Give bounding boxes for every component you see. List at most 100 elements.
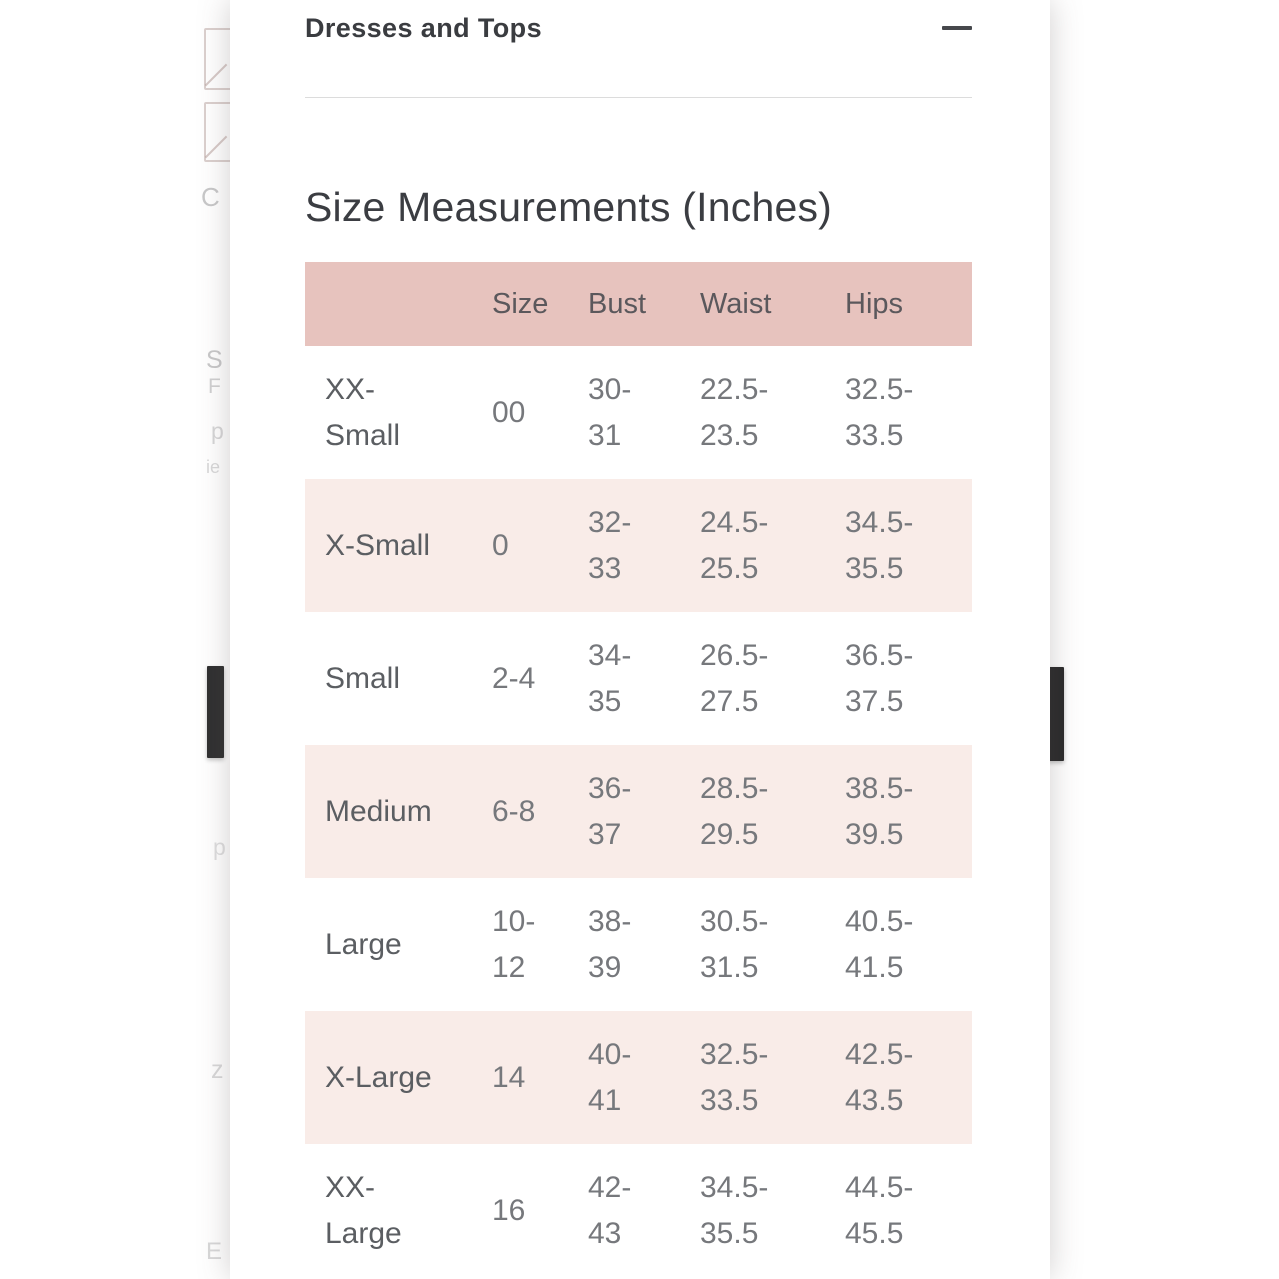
divider: [305, 97, 972, 98]
cell-value: 38- 39: [588, 904, 632, 984]
ghost-text-fragment: F: [208, 375, 221, 398]
cell-size: 10- 12: [477, 899, 573, 991]
table-row: Medium 6-8 36- 37 28.5- 29.5 38.5- 39.5: [305, 745, 972, 878]
cell-value: 32.5- 33.5: [845, 372, 914, 452]
cell-value: 6-8: [492, 795, 536, 829]
cell-bust: 36- 37: [573, 766, 685, 858]
cell-value: 16: [492, 1194, 526, 1228]
cell-name: X-Small: [305, 522, 477, 569]
cell-bust: 40- 41: [573, 1032, 685, 1124]
ghost-text-fragment: E: [206, 1238, 223, 1265]
cell-name: Small: [305, 655, 477, 702]
cell-value: XX- Large: [325, 1170, 402, 1250]
cell-value: 30.5- 31.5: [700, 904, 769, 984]
cell-waist: 26.5- 27.5: [685, 633, 830, 725]
cell-bust: 38- 39: [573, 899, 685, 991]
cell-value: 10- 12: [492, 904, 536, 984]
cell-value: 2-4: [492, 662, 536, 696]
cell-size: 6-8: [477, 788, 573, 835]
cell-value: 14: [492, 1061, 526, 1095]
background-dark-bar-right: [1047, 667, 1064, 761]
ghost-text-fragment: p: [211, 418, 224, 444]
cell-hips: 36.5- 37.5: [830, 633, 972, 725]
cell-name: XX- Large: [305, 1165, 477, 1257]
table-row: X-Large 14 40- 41 32.5- 33.5 42.5- 43.5: [305, 1011, 972, 1144]
cell-value: 36.5- 37.5: [845, 638, 914, 718]
header-label: Size: [492, 287, 549, 320]
header-label: Bust: [588, 287, 647, 320]
cell-value: 30- 31: [588, 372, 632, 452]
cell-value: 36- 37: [588, 771, 632, 851]
cell-hips: 32.5- 33.5: [830, 367, 972, 459]
size-table-body: XX- Small 00 30- 31 22.5- 23.5 32.5- 33.5 X-S…: [305, 346, 972, 1277]
cell-bust: 32- 33: [573, 500, 685, 592]
cell-value: 28.5- 29.5: [700, 771, 769, 851]
cell-value: 34.5- 35.5: [700, 1170, 769, 1250]
table-row: Small 2-4 34- 35 26.5- 27.5 36.5- 37.5: [305, 612, 972, 745]
cell-value: Small: [325, 662, 401, 696]
size-guide-modal: Dresses and Tops Size Measurements (Inch…: [230, 0, 1050, 1279]
cell-hips: 44.5- 45.5: [830, 1165, 972, 1257]
minus-icon: [942, 26, 972, 30]
cell-value: X-Large: [325, 1061, 432, 1095]
cell-value: XX- Small: [325, 372, 401, 452]
cell-waist: 32.5- 33.5: [685, 1032, 830, 1124]
accordion-title: Dresses and Tops: [305, 12, 542, 43]
table-row: X-Small 0 32- 33 24.5- 25.5 34.5- 35.5: [305, 479, 972, 612]
cell-hips: 38.5- 39.5: [830, 766, 972, 858]
cell-hips: 42.5- 43.5: [830, 1032, 972, 1124]
cell-waist: 30.5- 31.5: [685, 899, 830, 991]
ghost-text-fragment: z: [211, 1056, 224, 1084]
background-dark-bar-left: [207, 666, 224, 758]
header-label: Waist: [700, 287, 772, 320]
cell-value: 42.5- 43.5: [845, 1037, 914, 1117]
accordion-header-dresses-and-tops[interactable]: Dresses and Tops: [305, 10, 972, 46]
cell-value: 32- 33: [588, 505, 632, 585]
cell-value: 42- 43: [588, 1170, 632, 1250]
header-cell-size: Size: [477, 287, 573, 321]
cell-value: 34- 35: [588, 638, 632, 718]
cell-value: 32.5- 33.5: [700, 1037, 769, 1117]
header-label: Hips: [845, 287, 904, 320]
ghost-text-fragment: ie: [206, 457, 221, 477]
cell-size: 2-4: [477, 655, 573, 702]
cell-value: X-Small: [325, 529, 431, 563]
cell-value: 40- 41: [588, 1037, 632, 1117]
cell-value: 22.5- 23.5: [700, 372, 769, 452]
ghost-text-fragment: C: [201, 182, 220, 212]
header-cell-waist: Waist: [685, 287, 830, 321]
ghost-text-fragment: S: [206, 346, 223, 374]
cell-bust: 30- 31: [573, 367, 685, 459]
cell-size: 0: [477, 522, 573, 569]
cell-size: 00: [477, 389, 573, 436]
collapse-button[interactable]: [936, 16, 972, 40]
cell-size: 14: [477, 1054, 573, 1101]
cell-waist: 22.5- 23.5: [685, 367, 830, 459]
cell-value: Medium: [325, 795, 432, 829]
cell-value: 0: [492, 529, 509, 563]
size-measurements-table: Size Bust Waist Hips XX- Small 00 30- 31 22…: [305, 262, 972, 1277]
cell-name: Large: [305, 921, 477, 968]
cell-hips: 34.5- 35.5: [830, 500, 972, 592]
table-row: XX- Large 16 42- 43 34.5- 35.5 44.5- 45.5: [305, 1144, 972, 1277]
ghost-text-fragment: p: [213, 834, 226, 860]
cell-name: XX- Small: [305, 367, 477, 459]
cell-value: 38.5- 39.5: [845, 771, 914, 851]
cell-bust: 42- 43: [573, 1165, 685, 1257]
header-cell-hips: Hips: [830, 287, 972, 321]
cell-name: Medium: [305, 788, 477, 835]
ghost-thumbnail-expand-icon: [204, 102, 232, 162]
cell-value: Large: [325, 928, 402, 962]
diagonal-arrow-icon: [204, 63, 228, 87]
table-row: XX- Small 00 30- 31 22.5- 23.5 32.5- 33.5: [305, 346, 972, 479]
cell-size: 16: [477, 1187, 573, 1234]
cell-waist: 28.5- 29.5: [685, 766, 830, 858]
table-header-row: Size Bust Waist Hips: [305, 262, 972, 346]
cell-waist: 34.5- 35.5: [685, 1165, 830, 1257]
header-cell-bust: Bust: [573, 287, 685, 321]
cell-value: 24.5- 25.5: [700, 505, 769, 585]
cell-value: 40.5- 41.5: [845, 904, 914, 984]
cell-hips: 40.5- 41.5: [830, 899, 972, 991]
page-title: Size Measurements (Inches): [305, 184, 833, 230]
cell-waist: 24.5- 25.5: [685, 500, 830, 592]
